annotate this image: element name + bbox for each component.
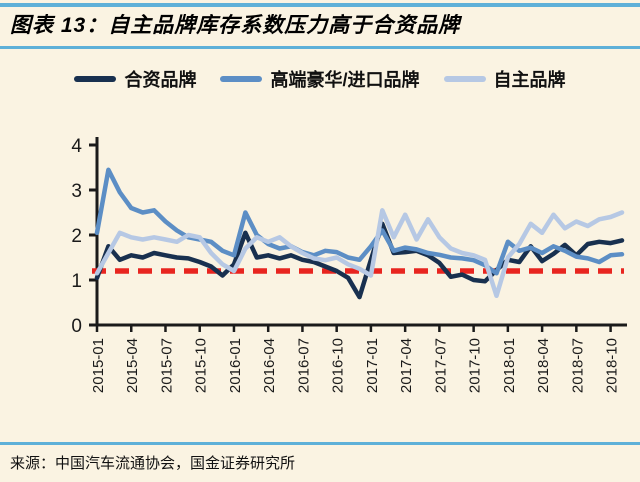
x-tick-label: 2015-10 [193,338,210,393]
figure-title: 图表 13：自主品牌库存系数压力高于合资品牌 [10,14,461,37]
x-tick-label: 2018-07 [569,338,586,393]
top-divider [0,3,640,7]
y-tick-label: 2 [71,226,82,247]
legend-line-swatch-own-brand [443,76,486,82]
inventory-coefficient-line-chart: 0 1 2 3 4 2015-01 2015-04 2015-07 2015-10 2016-01… [71,136,627,393]
legend-label-own-brand: 自主品牌 [493,70,566,90]
x-tick-label: 2018-01 [501,338,518,393]
source-bar: 来源：中国汽车流通协会，国金证券研究所 [0,442,640,479]
y-tick-label: 4 [71,136,82,157]
x-tick-label: 2018-10 [604,338,621,393]
x-tick-label: 2016-04 [261,338,278,393]
legend-item-luxury-import: 高端豪华/进口品牌 [220,66,420,92]
x-tick-label: 2016-10 [330,338,347,393]
series-line-2 [94,208,625,299]
report-figure: 图表 13：自主品牌库存系数压力高于合资品牌 合资品牌 高端豪华/进口品牌 自主… [0,3,640,482]
legend-label-luxury-import: 高端豪华/进口品牌 [270,70,420,90]
x-tick-label: 2015-04 [124,338,141,393]
legend-item-own-brand: 自主品牌 [443,66,566,92]
figure-title-bar: 图表 13：自主品牌库存系数压力高于合资品牌 [0,7,640,49]
y-tick-label: 3 [71,181,82,202]
x-tick-label: 2017-01 [364,338,381,393]
source-text: 来源：中国汽车流通协会，国金证券研究所 [10,456,296,472]
x-tick-label: 2018-04 [535,338,552,393]
x-tick-label: 2015-01 [90,338,107,393]
x-tick-label: 2017-10 [467,338,484,393]
x-tick-label: 2017-07 [432,338,449,393]
x-tick-label: 2015-07 [158,338,175,393]
legend-item-joint-venture: 合资品牌 [74,66,196,92]
x-tick-label: 2016-07 [295,338,312,393]
x-tick-label: 2017-04 [398,338,415,393]
y-tick-label: 0 [71,316,82,337]
legend-line-swatch-joint-venture [74,76,117,82]
legend-label-joint-venture: 合资品牌 [124,70,197,90]
chart-legend: 合资品牌 高端豪华/进口品牌 自主品牌 [0,49,640,97]
legend-line-swatch-luxury-import [220,76,263,82]
x-tick-label: 2016-01 [227,338,244,393]
y-tick-label: 1 [71,271,82,292]
